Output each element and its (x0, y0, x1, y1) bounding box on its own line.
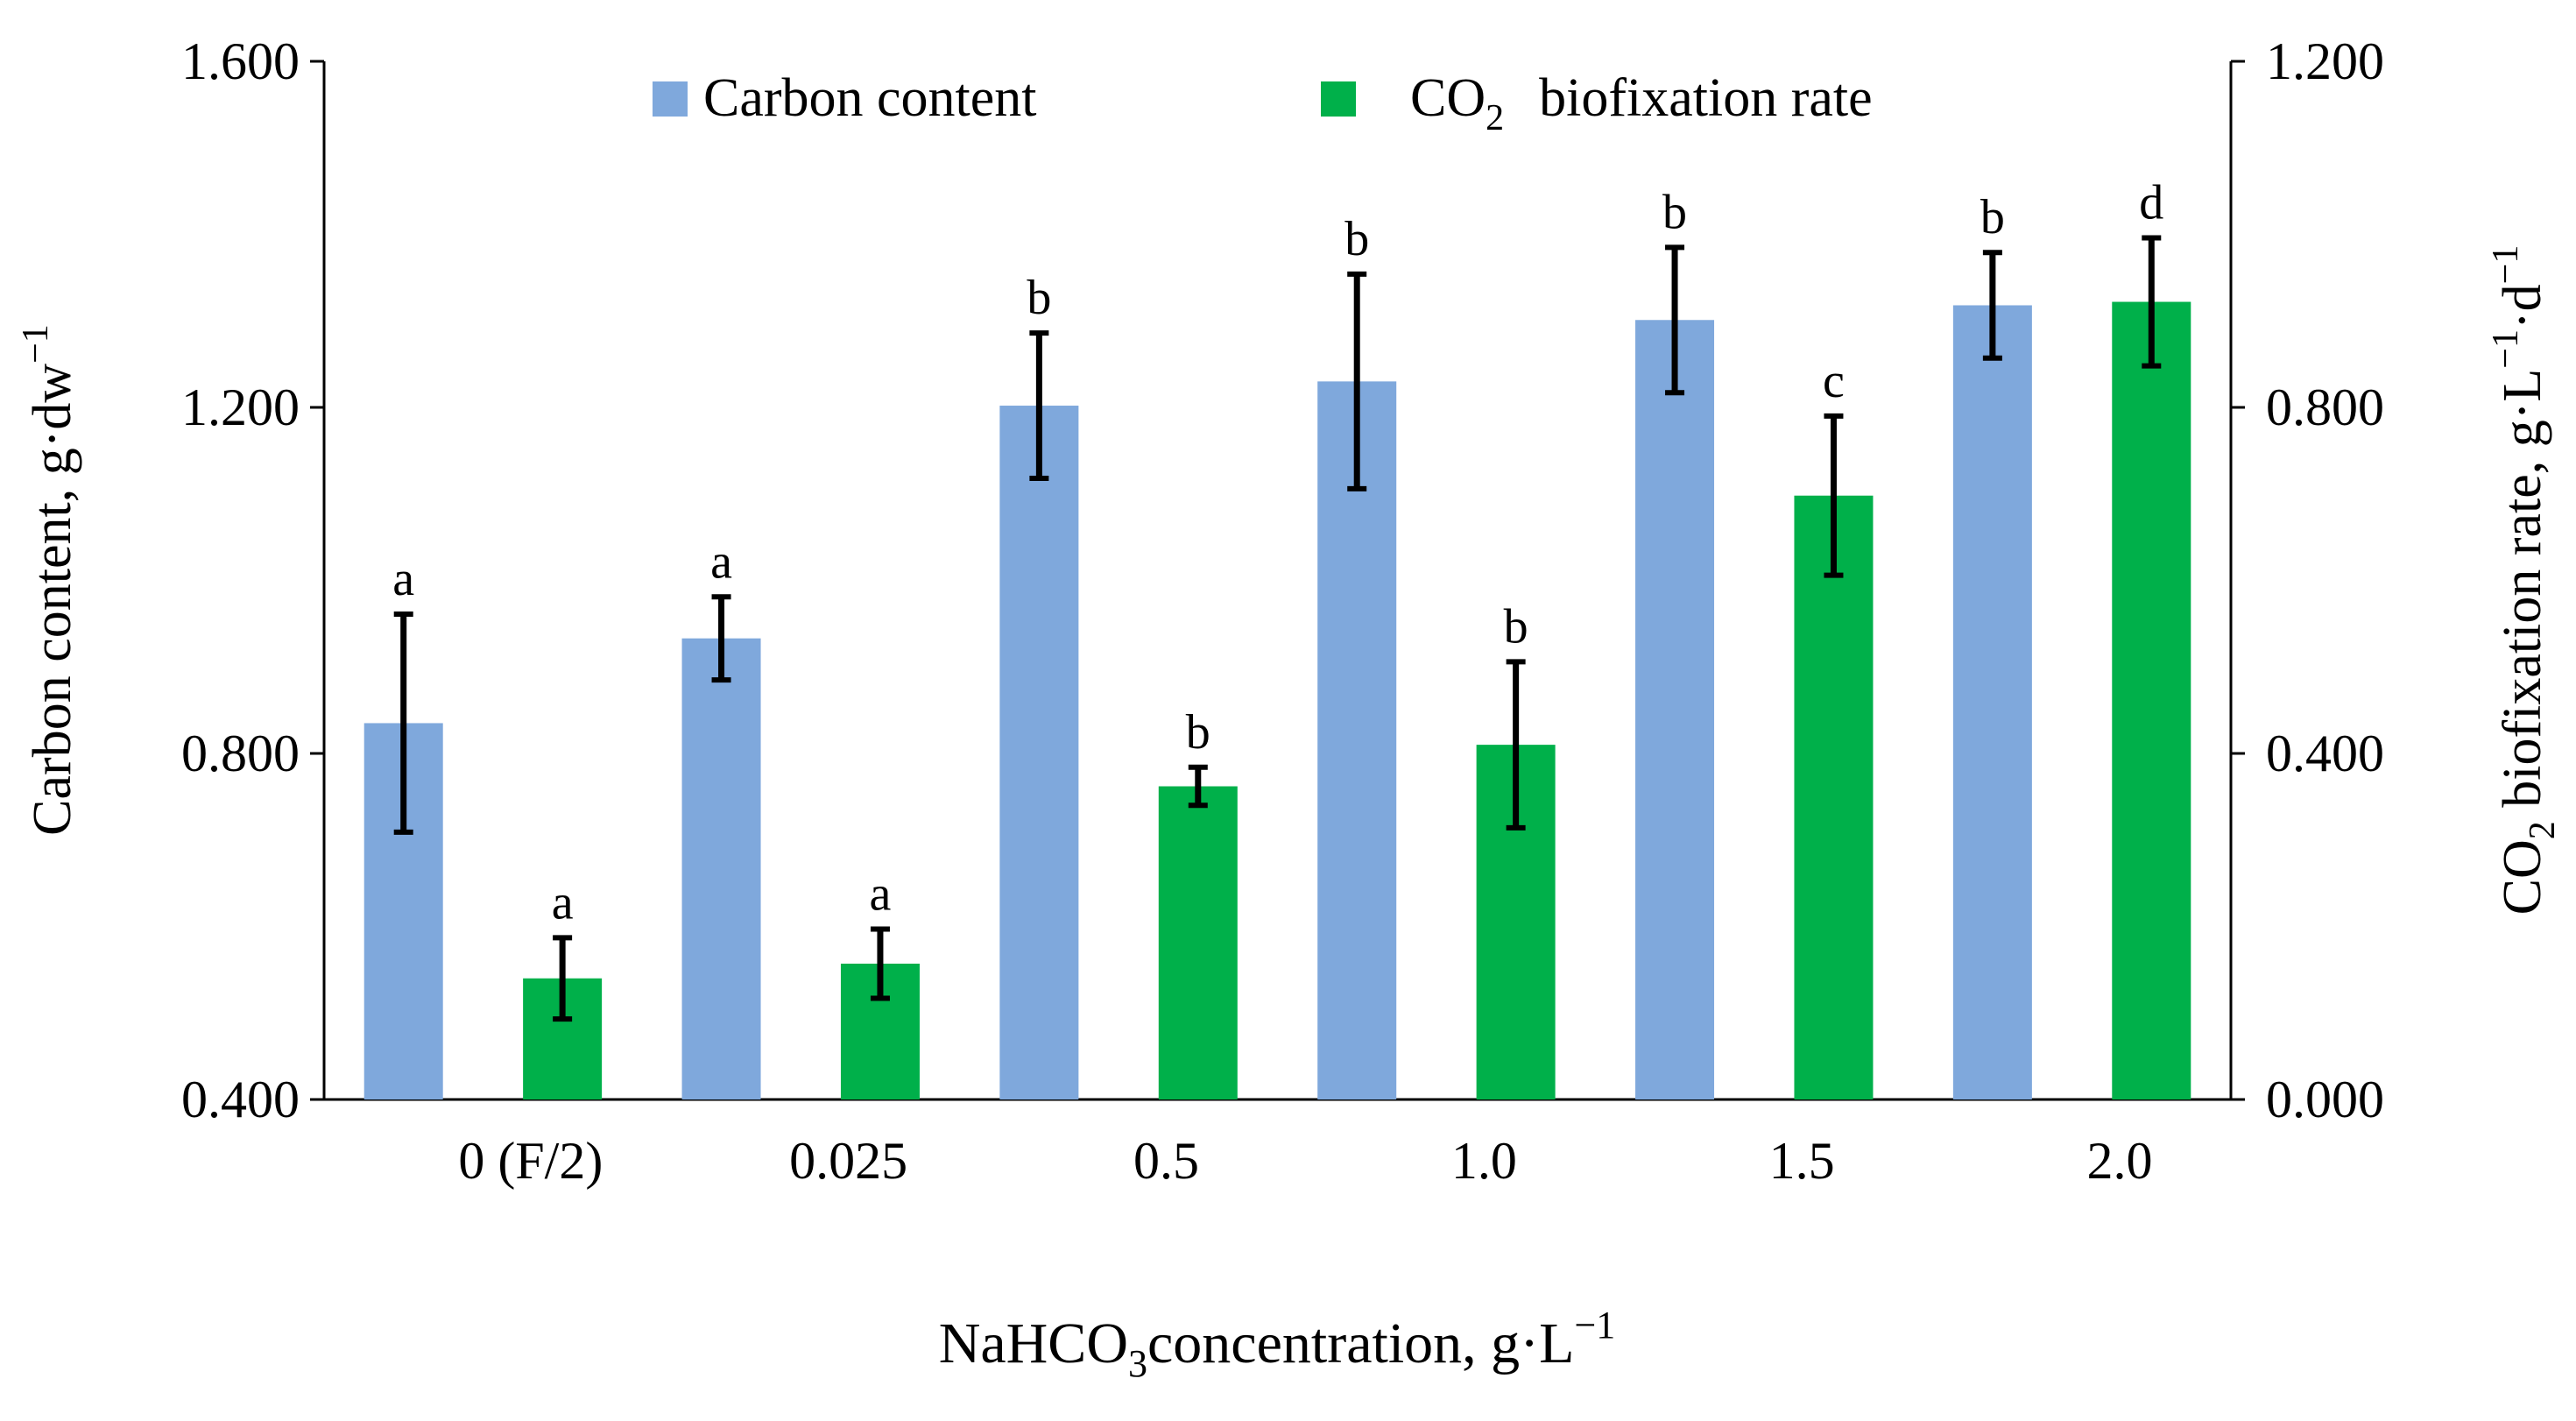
left-axis-tick-label: 1.200 (181, 378, 300, 436)
right-axis-tick-label: 0.000 (2266, 1071, 2384, 1128)
significance-letter: a (392, 552, 414, 606)
bar-co2-biofixation (2112, 301, 2191, 1099)
x-axis-title: NaHCO3concentration, g·L−1 (939, 1304, 1616, 1385)
left-axis-tick-label: 0.800 (181, 725, 300, 782)
significance-letter: c (1823, 354, 1845, 408)
right-axis-title-co: CO (2493, 839, 2552, 915)
x-tick-label: 1.5 (1769, 1132, 1835, 1190)
right-axis-title-main: biofixation rate, g·L (2493, 369, 2552, 822)
bar-co2-biofixation (1158, 786, 1238, 1099)
right-axis-title-sup2: −1 (2486, 245, 2526, 285)
bars-layer (363, 301, 2191, 1100)
legend-co2-sub: 2 (1486, 98, 1504, 138)
legend-swatch-carbon (653, 81, 688, 117)
left-axis-tick-label: 0.400 (181, 1071, 300, 1128)
significance-letter: d (2139, 175, 2163, 230)
left-axis-title-main: Carbon content, g·dw (23, 364, 82, 836)
bar-co2-biofixation (1794, 495, 1874, 1099)
significance-letter: b (1027, 271, 1051, 325)
error-bars-layer (393, 235, 2162, 1022)
bar-carbon-content (1635, 320, 1715, 1099)
legend-label-carbon: Carbon content (703, 68, 1037, 128)
bar-carbon-content (1317, 381, 1397, 1099)
right-axis-tick-label: 0.800 (2266, 378, 2384, 436)
left-axis-tick-label: 1.600 (181, 32, 300, 90)
x-tick-label: 0.5 (1133, 1132, 1199, 1190)
x-tick-label: 2.0 (2087, 1132, 2153, 1190)
legend-label-co2: CO2 biofixation rate (1410, 68, 1873, 138)
significance-letters-layer: a a b b b b a a b b c d (392, 175, 2163, 930)
bar-carbon-content (681, 638, 761, 1099)
left-axis-title-sup: −1 (16, 324, 56, 364)
significance-letter: a (710, 534, 732, 589)
significance-letter: b (1662, 185, 1687, 239)
x-axis-title-sub: 3 (1128, 1342, 1147, 1385)
x-tick-labels-layer: 0 (F/2) 0.025 0.5 1.0 1.5 2.0 (458, 1132, 2152, 1190)
right-axis-title-mid: ·d (2493, 284, 2552, 329)
x-axis-title-main1: NaHCO (939, 1311, 1128, 1375)
bar-carbon-content (999, 406, 1079, 1099)
legend-co2-main: CO (1410, 68, 1486, 128)
x-axis-title-sup: −1 (1574, 1304, 1615, 1347)
legend-co2-rest: biofixation rate (1539, 68, 1872, 128)
significance-letter: a (870, 866, 892, 921)
right-axis-title-sub: 2 (2523, 821, 2563, 839)
x-tick-label: 1.0 (1451, 1132, 1517, 1190)
legend-swatch-co2 (1321, 81, 1356, 117)
tick-layer: 0.400 0.800 1.200 1.600 0.000 0.400 0.800 1.200 (181, 32, 2384, 1128)
left-axis-title: Carbon content, g·dw−1 (16, 324, 82, 836)
right-axis-tick-label: 1.200 (2266, 32, 2384, 90)
right-axis-title: CO2 biofixation rate, g·L−1·d−1 (2486, 245, 2563, 916)
significance-letter: b (1504, 599, 1528, 654)
x-axis-title-main2: concentration, g·L (1147, 1311, 1574, 1375)
bar-carbon-content (1952, 305, 2032, 1100)
significance-letter: b (1186, 705, 1210, 760)
right-axis-tick-label: 0.400 (2266, 725, 2384, 782)
significance-letter: b (1980, 190, 2005, 244)
x-tick-label: 0.025 (789, 1132, 907, 1190)
right-axis-title-sup1: −1 (2486, 329, 2526, 369)
legend: Carbon content CO2 biofixation rate (653, 68, 1873, 138)
significance-letter: a (552, 875, 574, 930)
x-tick-label: 0 (F/2) (458, 1132, 603, 1190)
significance-letter: b (1344, 212, 1369, 266)
